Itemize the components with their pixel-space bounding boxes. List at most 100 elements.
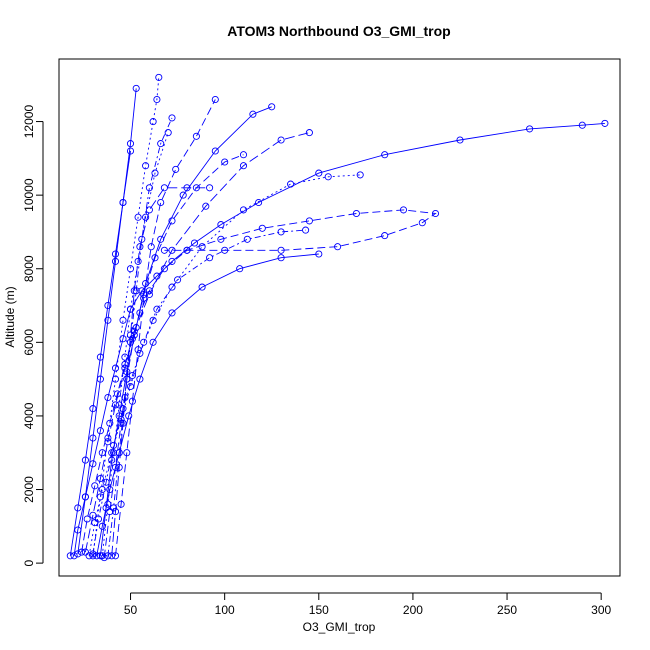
series-line (99, 106, 272, 556)
series-group (96, 103, 276, 560)
data-point (155, 73, 163, 81)
data-point (110, 449, 118, 457)
data-point (239, 151, 248, 159)
data-point (168, 246, 176, 254)
y-tick-label: 6000 (22, 329, 36, 356)
data-point (81, 493, 89, 501)
data-point (66, 552, 74, 560)
data-point (108, 552, 116, 560)
data-point (221, 158, 229, 166)
series-line (115, 99, 216, 556)
data-point (239, 162, 248, 170)
data-point (157, 140, 165, 148)
chart-title: ATOM3 Northbound O3_GMI_trop (227, 23, 450, 39)
data-point (142, 162, 150, 170)
data-point (119, 335, 127, 343)
data-point (202, 202, 210, 210)
data-point (119, 198, 127, 207)
data-point (168, 257, 176, 265)
data-point (98, 552, 106, 560)
data-point (192, 132, 200, 140)
data-point (305, 217, 313, 225)
data-point (126, 331, 135, 339)
y-tick-label: 10000 (22, 178, 36, 212)
series-line (81, 209, 437, 553)
series-group (98, 129, 172, 560)
data-point (134, 257, 142, 265)
data-point (145, 184, 153, 192)
data-point (334, 243, 342, 251)
data-point (70, 552, 78, 560)
data-point (255, 198, 263, 207)
data-point (111, 508, 120, 516)
x-axis-label: O3_GMI_trop (303, 620, 376, 634)
data-point (258, 224, 266, 232)
series-group (111, 95, 219, 560)
data-point (96, 552, 104, 560)
data-point (217, 221, 225, 229)
data-point (140, 338, 148, 346)
data-point (111, 552, 120, 560)
data-point (305, 129, 313, 137)
data-point (91, 482, 99, 490)
data-point (217, 235, 225, 243)
y-axis: 0 2000 4000 6000 8000 10000 12000 (22, 105, 44, 566)
data-point (381, 232, 389, 240)
data-point (115, 449, 123, 457)
data-point (111, 463, 120, 471)
data-point (126, 265, 135, 273)
data-point (104, 434, 112, 442)
data-point (239, 206, 248, 214)
data-point (149, 338, 157, 346)
data-point (211, 147, 219, 155)
data-point (302, 226, 310, 234)
x-axis: 50 100 150 200 250 300 (124, 592, 612, 617)
data-point (115, 463, 123, 471)
data-point (418, 219, 426, 227)
y-tick-label: 8000 (22, 255, 36, 282)
data-point (601, 119, 609, 127)
data-point (74, 550, 82, 558)
data-point (277, 254, 285, 262)
data-point (190, 239, 199, 247)
data-point (98, 485, 106, 494)
series-line (107, 117, 173, 556)
data-point (249, 110, 257, 118)
series-line (69, 150, 131, 556)
data-point (243, 235, 251, 243)
data-point (277, 136, 285, 144)
data-point (134, 213, 142, 221)
x-tick-label: 250 (497, 603, 517, 617)
data-point (578, 121, 586, 129)
y-tick-label: 0 (22, 559, 36, 566)
data-point (168, 283, 176, 291)
data-point (104, 500, 112, 508)
data-point (102, 504, 110, 512)
data-point (126, 305, 135, 313)
series-line (96, 253, 319, 556)
data-point (198, 283, 206, 291)
data-point (111, 250, 120, 258)
series-line (88, 174, 361, 556)
series-layer (66, 73, 609, 562)
data-point (164, 129, 172, 137)
data-point (221, 246, 229, 254)
data-point (128, 335, 136, 343)
series-group (89, 226, 310, 558)
data-point (78, 548, 86, 556)
data-point (115, 412, 123, 420)
data-point (145, 290, 153, 299)
x-tick-label: 50 (124, 603, 138, 617)
data-point (277, 246, 285, 254)
series-line (111, 187, 210, 556)
data-point (117, 500, 125, 508)
data-point (115, 401, 123, 409)
data-point (315, 250, 323, 258)
data-point (132, 324, 140, 332)
series-line (92, 77, 160, 556)
data-point (168, 217, 176, 225)
data-point (172, 165, 180, 173)
y-tick-label: 4000 (22, 402, 36, 429)
data-point (153, 305, 161, 313)
data-point (179, 191, 187, 199)
